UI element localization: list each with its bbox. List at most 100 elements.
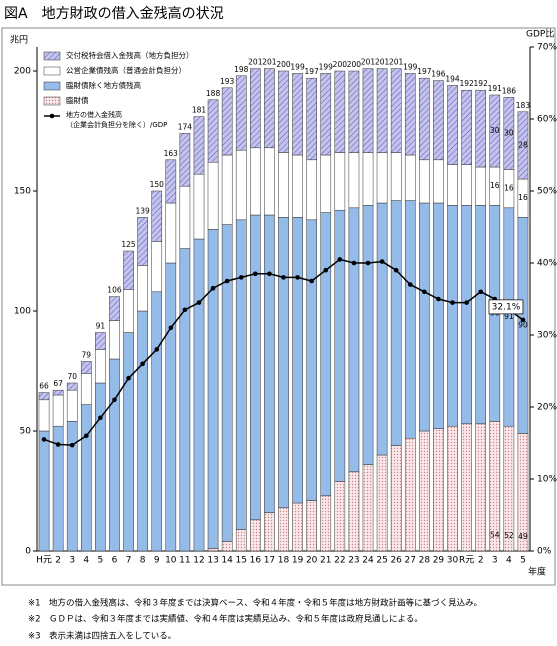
- bar-segment: [404, 154, 416, 201]
- x-tick-label: 2: [55, 556, 61, 566]
- y2-tick-label: 70%: [537, 43, 557, 53]
- total-label: 91: [96, 322, 106, 331]
- total-label: 194: [445, 74, 460, 83]
- bar-segment: [207, 548, 219, 552]
- total-label: 198: [234, 65, 249, 74]
- bar-segment: [151, 241, 163, 293]
- bar-segment: [38, 399, 50, 432]
- gdp-point: [253, 271, 258, 277]
- bar-segment: [433, 80, 444, 161]
- bar-segment: [193, 116, 205, 175]
- legend-label: 臨財債: [66, 95, 89, 105]
- bar-segment: [376, 202, 388, 456]
- bar-segment: [221, 541, 233, 552]
- x-tick-label: 3: [69, 556, 75, 566]
- bar-segment: [95, 332, 106, 350]
- x-tick-label: 6: [112, 556, 118, 566]
- total-label: 201: [361, 58, 376, 67]
- x-tick-label: 29: [433, 556, 445, 566]
- bar-segment: [179, 185, 191, 249]
- x-tick-label: 11: [179, 556, 190, 566]
- bar-segment: [419, 202, 430, 432]
- bar-segment: [137, 265, 148, 312]
- bar-segment: [165, 262, 177, 552]
- bar-segment: [221, 87, 233, 156]
- label-box: [488, 299, 524, 315]
- note: ※2 ＧＤＰは、令和３年度までは実績値、令和４年度は実績見込み、令和５年度は政府…: [28, 614, 423, 625]
- y2-tick-label: 20%: [537, 403, 557, 413]
- total-label: 174: [178, 122, 193, 131]
- bar-segment: [404, 73, 416, 156]
- bar-segment: [447, 425, 458, 552]
- x-tick-label: 15: [236, 556, 247, 566]
- total-label: 201: [248, 58, 263, 67]
- total-label: 79: [82, 350, 92, 359]
- bar-segment: [404, 437, 416, 552]
- bar-segment: [376, 68, 388, 153]
- total-label: 192: [474, 79, 489, 88]
- segment-label: 90: [518, 320, 528, 329]
- bar-segment: [292, 73, 303, 156]
- bar-segment: [38, 430, 50, 552]
- x-unit: 年度: [528, 566, 546, 578]
- bar-segment: [250, 147, 261, 216]
- gdp-point: [281, 275, 286, 280]
- bar-segment: [250, 214, 261, 521]
- gdp-point: [55, 442, 61, 447]
- total-label: 201: [375, 58, 390, 67]
- bar-segment: [278, 507, 289, 552]
- bar-segment: [348, 207, 360, 473]
- legend-swatch: [43, 66, 61, 76]
- gdp-point: [210, 285, 216, 291]
- total-label: 201: [262, 58, 277, 67]
- bar-segment: [461, 423, 472, 552]
- gdp-point: [295, 275, 300, 280]
- y2-tick-label: 10%: [537, 475, 557, 485]
- legend-label: 臨財債除く地方債残高: [66, 80, 141, 90]
- legend-swatch: [43, 51, 61, 61]
- gdp-point: [267, 271, 272, 277]
- x-tick-label: 21: [320, 556, 331, 566]
- x-tick-label: R元: [459, 556, 474, 566]
- gdp-point: [520, 317, 526, 323]
- bar-segment: [123, 289, 134, 333]
- bar-segment: [376, 454, 388, 552]
- bar-segment: [66, 389, 78, 422]
- bar-segment: [292, 502, 303, 552]
- gdp-point: [112, 397, 117, 403]
- gdp-point: [69, 442, 75, 448]
- bar-segment: [292, 154, 303, 218]
- bar-segment: [433, 202, 444, 429]
- bar-segment: [334, 481, 346, 552]
- x-tick-label: 5: [98, 556, 104, 566]
- gdp-point: [309, 278, 314, 284]
- segment-label: 49: [518, 532, 528, 541]
- total-label: 197: [305, 67, 320, 76]
- note: ※1 地方の借入金残高は、令和３年度までは決算ベース、令和４年度・令和５年度は地…: [28, 598, 482, 609]
- gdp-point: [379, 259, 385, 264]
- x-tick-label: 4: [83, 556, 89, 566]
- bar-segment: [306, 500, 317, 552]
- total-label: 106: [107, 286, 122, 295]
- bar-segment: [109, 296, 120, 321]
- bar-segment: [250, 519, 261, 552]
- y-tick-label: 50: [20, 427, 32, 437]
- bar-segment: [390, 200, 402, 446]
- bar-segment: [419, 159, 430, 204]
- total-label: 139: [135, 206, 150, 215]
- bar-segment: [221, 224, 233, 542]
- bar-segment: [320, 495, 332, 552]
- bar-segment: [320, 212, 332, 497]
- gdp-point: [337, 257, 343, 262]
- total-label: 125: [121, 240, 136, 249]
- bar-segment: [306, 159, 317, 221]
- bar-segment: [390, 68, 402, 153]
- bar-segment: [503, 97, 515, 170]
- bar-segment: [447, 164, 458, 206]
- total-label: 200: [347, 60, 362, 69]
- x-tick-label: 19: [292, 556, 304, 566]
- legend-swatch: [43, 81, 61, 91]
- bar-segment: [433, 159, 444, 204]
- x-tick-label: 25: [376, 556, 387, 566]
- gdp-point: [98, 415, 103, 421]
